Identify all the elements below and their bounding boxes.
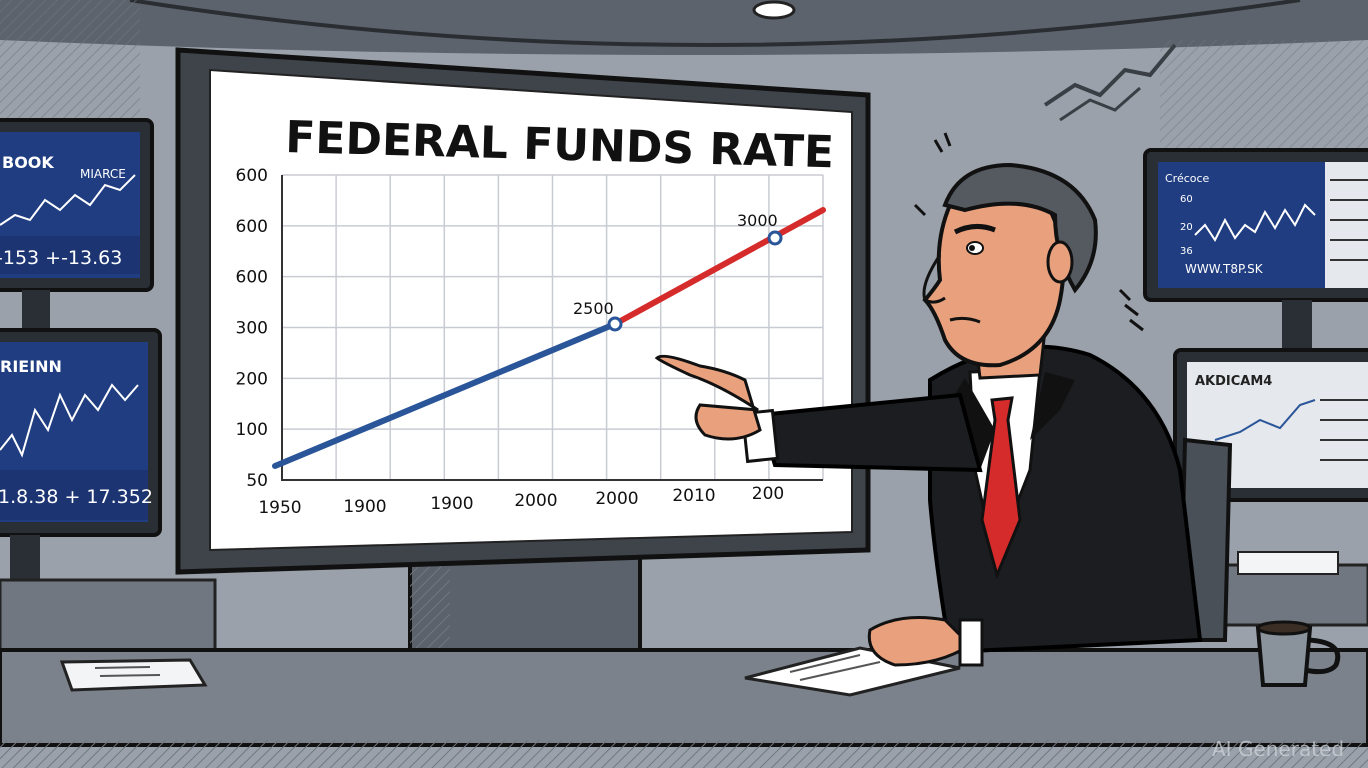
chart-red-segment — [612, 207, 826, 327]
chart-y-tick-label: 100 — [236, 420, 268, 440]
chart-y-tick-label: 200 — [236, 369, 268, 389]
chart-axes — [281, 175, 823, 481]
wall-hatch-left — [0, 0, 140, 120]
paper-stack-right — [1237, 551, 1339, 575]
chart-annotation-2500: 2500 — [573, 299, 614, 318]
chart-point-3000 — [767, 230, 783, 246]
chart-y-tick-label: 600 — [236, 217, 268, 237]
chart-y-tick-label: 50 — [246, 471, 268, 491]
right-top-tick-2: 20 — [1180, 222, 1193, 233]
main-monitor-screen — [209, 68, 853, 552]
right-top-sparkline — [1194, 203, 1316, 242]
paper-stack-left — [59, 658, 208, 692]
left-top-monitor: BOOK MIARCE -153 +-13.63 — [0, 118, 154, 330]
right-top-footer: WWW.T8P.SK — [1185, 262, 1264, 276]
right-bottom-header: AKDICAM4 — [1195, 374, 1272, 389]
chart-x-tick-label: 2010 — [672, 486, 715, 506]
ceiling-arch — [129, 0, 1301, 47]
chart-x-tick-label: 2000 — [514, 491, 557, 511]
chart-x-tick-label: 2000 — [595, 489, 638, 509]
chart-y-tick-label: 300 — [236, 319, 268, 339]
presenter-pointing-hand — [654, 354, 762, 441]
main-desk-front — [0, 740, 1368, 768]
watermark: AI Generated — [1212, 737, 1344, 761]
left-top-header-left: BOOK — [2, 153, 54, 172]
presenter-hair — [942, 162, 1098, 294]
right-top-monitor: Crécoce 60 20 36 WWW.T8P.SK — [1143, 148, 1368, 350]
right-top-tick-3: 36 — [1180, 246, 1193, 257]
chart-x-tick-label: 200 — [752, 484, 784, 504]
wall-hatch-right — [1160, 40, 1368, 160]
right-top-header: Crécoce — [1165, 172, 1210, 185]
wall-trend-doodle-2 — [1059, 86, 1141, 122]
left-top-sparkline — [0, 174, 136, 226]
chart-x-tick-label: 1900 — [430, 494, 473, 514]
chart-x-tick-label: 1900 — [343, 497, 386, 517]
left-bottom-sparkline — [0, 383, 139, 458]
chart-y-tick-label: 600 — [236, 268, 268, 288]
presenter — [654, 132, 1203, 667]
chart-y-axis: 600 600 600 300 200 100 50 — [236, 166, 268, 491]
presenter-tie — [980, 396, 1022, 580]
wall-trend-doodle — [1043, 43, 1177, 107]
chart-x-axis: 1950 1900 1900 2000 2000 2010 200 — [258, 484, 784, 518]
right-bottom-sparkline — [1214, 399, 1316, 441]
left-bottom-ticker: 1.8.38 + 17.352 — [0, 486, 153, 508]
left-bottom-monitor: RIEINN 1.8.38 + 17.352 — [0, 328, 162, 585]
right-top-tick-1: 60 — [1180, 194, 1193, 205]
chart-point-2500 — [607, 316, 623, 332]
ceiling — [0, 0, 1368, 55]
chart-y-tick-label: 600 — [236, 166, 268, 186]
ceiling-light — [752, 0, 796, 20]
chart-x-tick-label: 1950 — [258, 498, 301, 518]
left-bottom-header: RIEINN — [0, 357, 62, 376]
chart-blue-segment — [272, 321, 618, 469]
presenter-desk-hand — [867, 616, 973, 667]
left-top-ticker: -153 +-13.63 — [0, 247, 122, 269]
main-monitor — [175, 47, 871, 657]
main-desk — [0, 648, 1368, 747]
chart-annotation-3000: 3000 — [737, 211, 778, 230]
coffee-mug — [1255, 620, 1341, 687]
presenter-face — [922, 194, 1066, 368]
left-top-header-right: MIARCE — [80, 167, 126, 181]
